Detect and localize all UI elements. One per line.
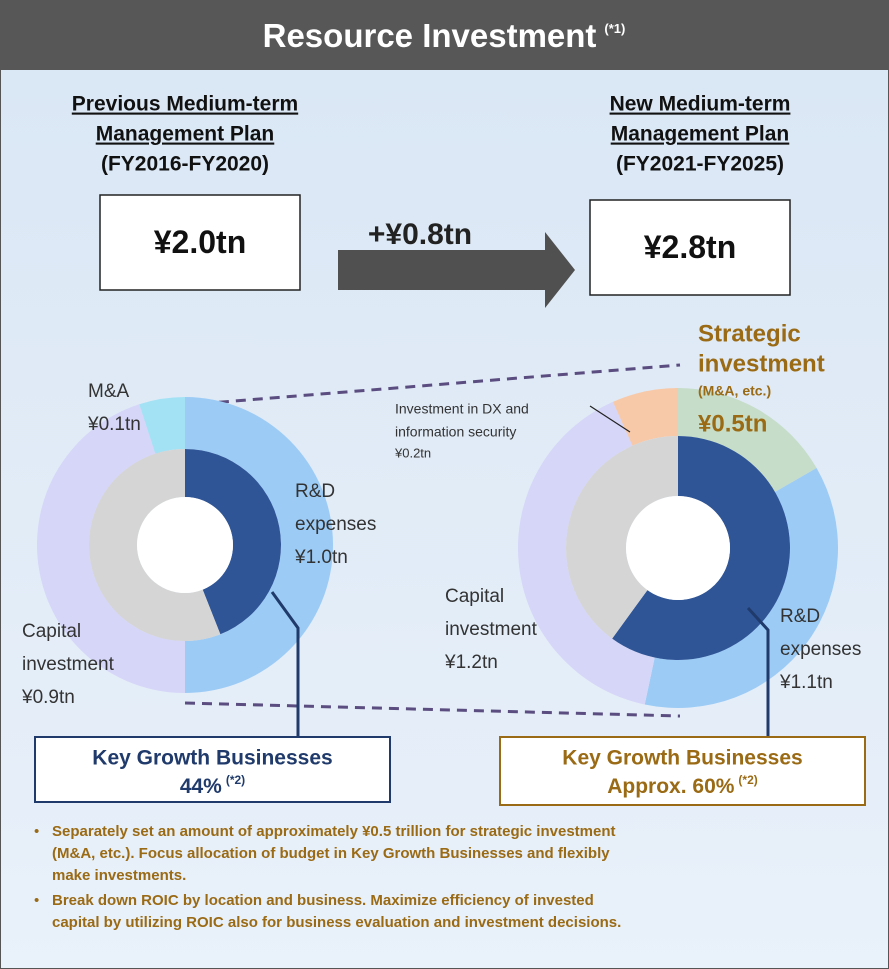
key-growth-label: Key Growth Businesses: [92, 747, 332, 770]
total: ¥2.0tn: [154, 224, 246, 260]
dashed-connector: [184, 363, 681, 407]
plan-heading: Management Plan: [611, 123, 790, 146]
donut-hole: [626, 496, 730, 600]
bullet-line: capital by utilizing ROIC also for busin…: [52, 914, 621, 931]
segment-name: R&D: [780, 606, 820, 627]
total-box: [99, 194, 301, 291]
bullet-line: Separately set an amount of approximatel…: [52, 823, 616, 840]
inner-segment: [185, 449, 282, 635]
outer-segment: [678, 388, 817, 492]
key-growth-value: 44% (*2): [180, 773, 245, 797]
title-note: (*1): [604, 21, 625, 36]
total-box: [589, 199, 791, 296]
outer-segment: [644, 468, 839, 708]
outer-segment: [139, 397, 185, 454]
key-growth-pct: 44%: [180, 775, 222, 798]
outer-segment: [518, 401, 655, 705]
segment-value: ¥0.5tn: [698, 410, 767, 437]
inner-rest: [89, 449, 221, 641]
outer-segment: [36, 404, 185, 693]
segment-value: ¥0.9tn: [21, 687, 75, 708]
segment-value: ¥0.1tn: [87, 414, 141, 435]
key-growth-note: (*2): [738, 773, 757, 787]
key-growth-box: [499, 736, 866, 806]
segment-name: investment: [445, 619, 538, 640]
key-growth-note: (*2): [226, 773, 245, 787]
segment-sub: (M&A, etc.): [698, 383, 771, 399]
plan-period: (FY2021-FY2025): [616, 153, 784, 176]
plan-heading: Management Plan: [96, 123, 275, 146]
change: +¥0.8tn: [368, 218, 472, 251]
plan-heading: Previous Medium-term: [72, 93, 298, 116]
segment-name: Capital: [445, 586, 504, 607]
segment-name: R&D: [295, 481, 335, 502]
segment-name: Investment in DX and: [395, 401, 529, 417]
segment-name: information security: [395, 424, 516, 440]
key-growth-label: Key Growth Businesses: [562, 747, 802, 770]
key-growth-value: Approx. 60% (*2): [607, 773, 758, 797]
dashed-connector: [184, 701, 681, 718]
segment-name: investment: [698, 350, 825, 377]
segment-name: Capital: [22, 621, 81, 642]
plan-period: (FY2016-FY2020): [101, 153, 269, 176]
segment-value: ¥1.2tn: [444, 652, 498, 673]
bullet-line: Break down ROIC by location and business…: [52, 892, 594, 909]
inner-segment: [612, 436, 790, 660]
bullet-dot: •: [34, 823, 39, 840]
segment-name: M&A: [88, 381, 130, 402]
key-growth-box: [34, 736, 391, 803]
arrow: [338, 232, 575, 308]
donut-hole: [137, 497, 233, 593]
outer-segment: [185, 397, 333, 693]
bullet-line: (M&A, etc.). Focus allocation of budget …: [52, 845, 610, 862]
title-text: Resource Investment: [263, 17, 597, 54]
segment-name: expenses: [295, 514, 376, 535]
segment-value: ¥1.1tn: [779, 672, 833, 693]
segment-name: Strategic: [698, 320, 801, 347]
segment-value: ¥0.2tn: [394, 445, 431, 460]
key-growth-pct: Approx. 60%: [607, 775, 735, 798]
connector: [746, 606, 770, 737]
label-leader: [589, 405, 631, 433]
inner-rest: [565, 436, 678, 639]
bullet-dot: •: [34, 892, 39, 909]
segment-value: ¥1.0tn: [294, 547, 348, 568]
connector: [270, 591, 300, 737]
segment-name: expenses: [780, 639, 861, 660]
bullet-line: make investments.: [52, 867, 186, 884]
plan-heading: New Medium-term: [610, 93, 791, 116]
title-bar: [0, 0, 889, 70]
segment-name: investment: [22, 654, 115, 675]
title: Resource Investment (*1): [263, 17, 626, 54]
total: ¥2.8tn: [644, 229, 736, 265]
